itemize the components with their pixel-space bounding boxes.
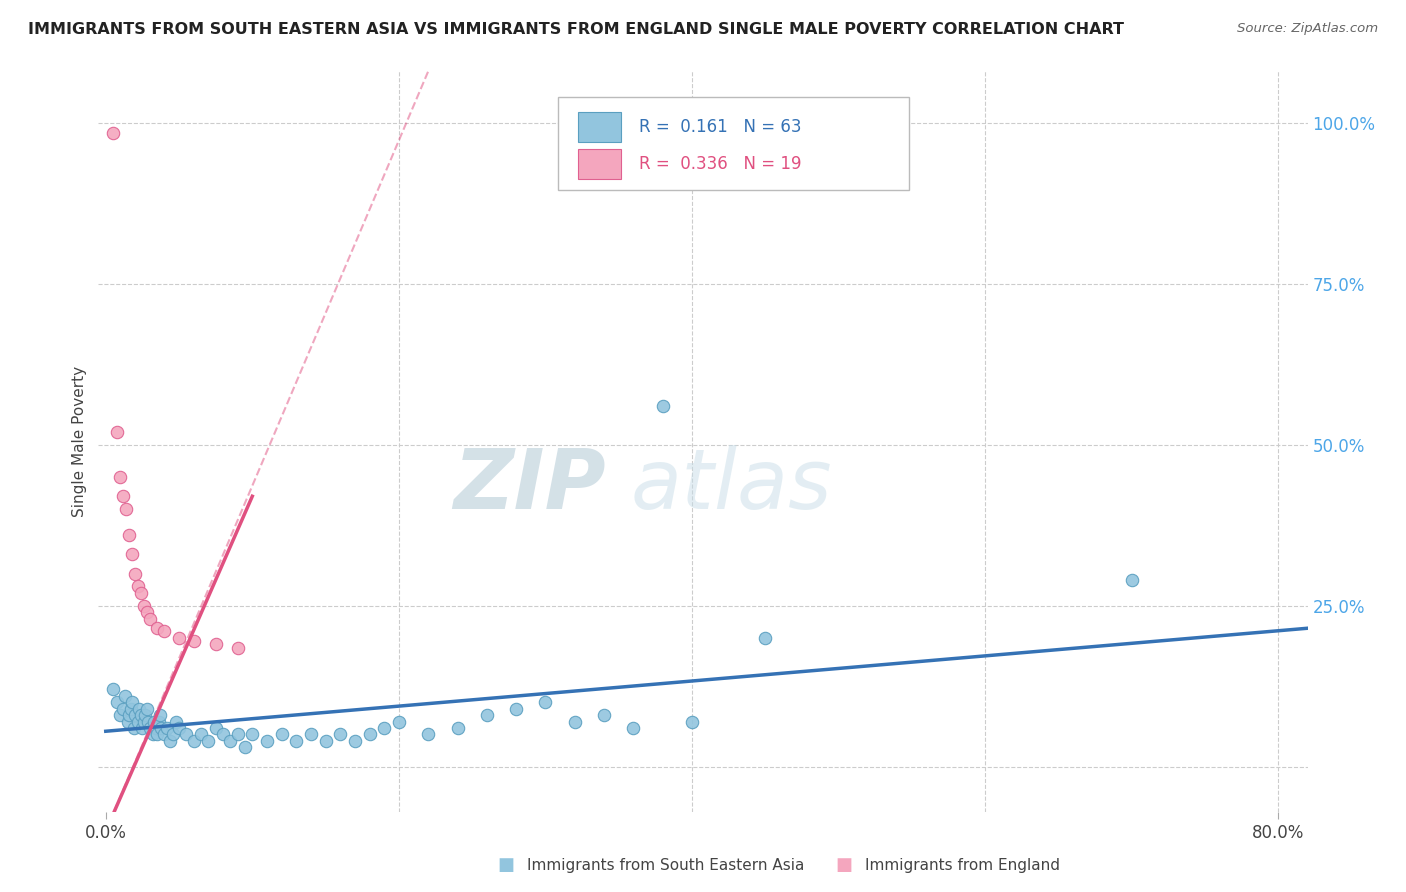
Point xyxy=(121,695,143,709)
Text: R =  0.336   N = 19: R = 0.336 N = 19 xyxy=(638,155,801,173)
Point xyxy=(124,708,146,723)
Point xyxy=(564,714,586,729)
Point xyxy=(110,470,132,484)
Point xyxy=(138,611,160,625)
Point xyxy=(128,702,150,716)
Point xyxy=(131,721,153,735)
Point xyxy=(388,714,411,729)
Point xyxy=(240,727,263,741)
Point xyxy=(153,624,176,639)
Point xyxy=(146,727,169,741)
Point xyxy=(621,721,644,735)
Point xyxy=(143,714,166,729)
Point xyxy=(343,734,366,748)
Point xyxy=(219,734,242,748)
Point xyxy=(315,734,337,748)
Point xyxy=(226,640,249,655)
Point xyxy=(124,566,146,581)
Point xyxy=(165,714,187,729)
Point xyxy=(226,727,249,741)
Point xyxy=(1121,573,1143,587)
FancyBboxPatch shape xyxy=(558,97,908,190)
Point xyxy=(299,727,322,741)
Point xyxy=(121,547,143,561)
Point xyxy=(212,727,235,741)
FancyBboxPatch shape xyxy=(578,149,621,178)
Text: ■: ■ xyxy=(835,856,852,874)
Point xyxy=(146,621,169,635)
Point xyxy=(135,702,157,716)
Point xyxy=(112,702,135,716)
Point xyxy=(153,727,176,741)
Point xyxy=(204,637,226,651)
Point xyxy=(285,734,308,748)
Point xyxy=(505,702,527,716)
Point xyxy=(114,689,136,703)
Point xyxy=(204,721,226,735)
Point xyxy=(681,714,703,729)
Point xyxy=(148,714,170,729)
Point xyxy=(115,502,138,516)
Point xyxy=(127,579,149,593)
Point xyxy=(373,721,395,735)
Point xyxy=(159,734,181,748)
Point xyxy=(190,727,212,741)
Point xyxy=(101,126,124,140)
Point xyxy=(270,727,292,741)
Point xyxy=(120,702,142,716)
Point xyxy=(156,721,179,735)
Point xyxy=(135,605,157,619)
Text: Immigrants from England: Immigrants from England xyxy=(865,858,1060,872)
Point xyxy=(183,734,205,748)
Text: R =  0.161   N = 63: R = 0.161 N = 63 xyxy=(638,118,801,136)
Point xyxy=(145,721,167,735)
Point xyxy=(754,631,776,645)
Point xyxy=(129,586,152,600)
Text: Source: ZipAtlas.com: Source: ZipAtlas.com xyxy=(1237,22,1378,36)
Point xyxy=(118,708,141,723)
Point xyxy=(129,708,152,723)
Point xyxy=(117,714,139,729)
Point xyxy=(446,721,468,735)
Point xyxy=(107,425,129,439)
Point xyxy=(142,727,165,741)
Point xyxy=(107,695,129,709)
Point xyxy=(134,708,156,723)
Point xyxy=(176,727,198,741)
Point xyxy=(418,727,440,741)
Point xyxy=(651,399,673,413)
Point xyxy=(534,695,557,709)
Point xyxy=(233,740,256,755)
Point xyxy=(329,727,352,741)
Text: IMMIGRANTS FROM SOUTH EASTERN ASIA VS IMMIGRANTS FROM ENGLAND SINGLE MALE POVERT: IMMIGRANTS FROM SOUTH EASTERN ASIA VS IM… xyxy=(28,22,1125,37)
Point xyxy=(127,714,149,729)
Point xyxy=(110,708,132,723)
Point xyxy=(162,727,184,741)
Point xyxy=(136,714,159,729)
Point xyxy=(183,634,205,648)
Y-axis label: Single Male Poverty: Single Male Poverty xyxy=(72,366,87,517)
Point xyxy=(118,528,141,542)
Text: atlas: atlas xyxy=(630,445,832,526)
Point xyxy=(138,721,160,735)
Point xyxy=(475,708,498,723)
Point xyxy=(101,682,124,697)
Point xyxy=(593,708,616,723)
Point xyxy=(112,489,135,503)
Point xyxy=(132,714,155,729)
Point xyxy=(149,708,172,723)
Point xyxy=(256,734,278,748)
Point xyxy=(132,599,155,613)
Point xyxy=(197,734,219,748)
Text: Immigrants from South Eastern Asia: Immigrants from South Eastern Asia xyxy=(527,858,804,872)
Text: ZIP: ZIP xyxy=(454,445,606,526)
Point xyxy=(122,721,145,735)
FancyBboxPatch shape xyxy=(578,112,621,142)
Point xyxy=(359,727,381,741)
Point xyxy=(167,721,190,735)
Point xyxy=(167,631,190,645)
Text: ■: ■ xyxy=(498,856,515,874)
Point xyxy=(150,721,173,735)
